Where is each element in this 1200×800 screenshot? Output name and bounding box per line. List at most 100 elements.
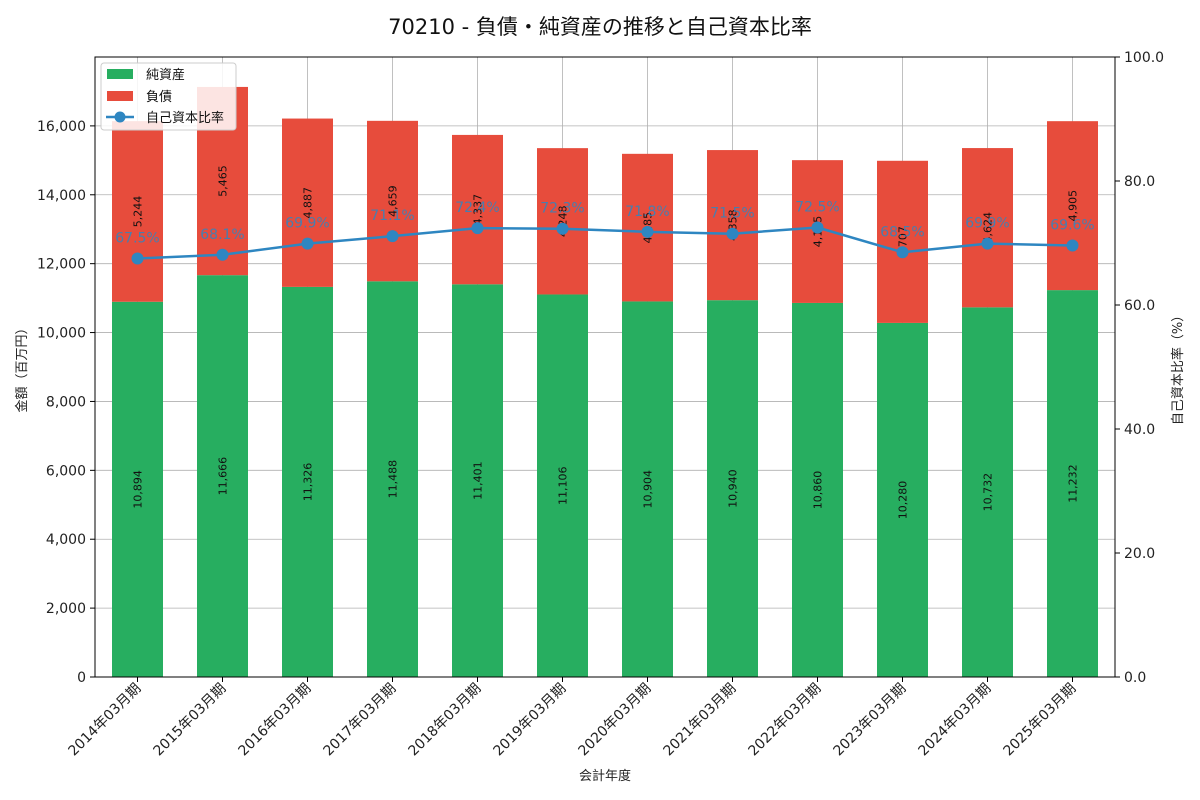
bar-label-net-assets: 11,488	[387, 460, 400, 499]
ratio-label: 68.1%	[200, 227, 244, 243]
ratio-point	[981, 237, 994, 250]
bar-liabilities	[707, 150, 758, 301]
y-tick-label: 2,000	[46, 601, 86, 617]
x-tick-label: 2021年03月期	[661, 681, 740, 760]
y2-tick-label: 0.0	[1124, 670, 1146, 686]
x-axis-label: 会計年度	[579, 768, 631, 784]
y2-tick-label: 60.0	[1124, 298, 1155, 314]
bar-net-assets	[707, 300, 758, 677]
ratio-point	[216, 248, 229, 261]
bar-liabilities	[367, 120, 418, 282]
ratio-label: 72.4%	[455, 200, 499, 216]
y2-axis-label: 自己資本比率（%）	[1170, 309, 1186, 425]
bar-label-net-assets: 10,904	[642, 470, 655, 509]
bar-liabilities	[112, 121, 163, 302]
y2-tick-label: 40.0	[1124, 422, 1155, 438]
legend-marker-ratio	[114, 111, 126, 123]
plot-frame	[94, 56, 1116, 678]
bar-net-assets	[282, 286, 333, 677]
ratio-label: 71.1%	[370, 208, 414, 224]
ratio-point	[811, 221, 824, 234]
x-tick-label: 2014年03月期	[66, 681, 145, 760]
x-tick-label: 2024年03月期	[916, 681, 995, 760]
y2-tick-label: 100.0	[1124, 50, 1164, 66]
x-tick-label: 2020年03月期	[576, 681, 655, 760]
ratio-point	[131, 252, 144, 265]
y-tick-label: 6,000	[46, 463, 86, 479]
x-tick-label: 2023年03月期	[831, 681, 910, 760]
legend-label-liabilities: 負債	[146, 90, 172, 105]
bar-net-assets	[537, 294, 588, 677]
bar-label-net-assets: 10,940	[727, 469, 740, 508]
legend-swatch-net-assets	[107, 69, 133, 79]
ratio-label: 67.5%	[115, 231, 159, 247]
bar-label-net-assets: 10,860	[812, 471, 825, 510]
ratio-line: 67.5% 68.1% 69.9% 71.1% 72.4% 72.3% 71.8% 71.5%…	[115, 200, 1095, 265]
ratio-point	[471, 222, 484, 235]
bar-net-assets	[452, 284, 503, 677]
y-tick-label: 10,000	[37, 326, 86, 342]
ratio-label: 68.5%	[880, 224, 924, 240]
x-tick-label: 2025年03月期	[1001, 681, 1080, 760]
ratio-point	[556, 222, 569, 235]
bar-net-assets	[197, 275, 248, 677]
ratio-label: 69.6%	[1050, 217, 1094, 233]
x-tick-label: 2019年03月期	[491, 681, 570, 760]
bar-liabilities	[452, 134, 503, 285]
bar-liabilities	[1047, 121, 1098, 291]
bar-net-assets	[1047, 290, 1098, 677]
x-tick-label: 2018年03月期	[406, 681, 485, 760]
bars: 10,894 5,244 11,666 5,465 11,326 4,887 11,488 4…	[112, 86, 1098, 677]
ratio-point	[641, 225, 654, 238]
y-tick-label: 14,000	[37, 188, 86, 204]
bar-net-assets	[367, 281, 418, 677]
x-tick-label: 2022年03月期	[746, 681, 825, 760]
y-tick-label: 12,000	[37, 257, 86, 273]
bar-label-liabilities: 4,337	[472, 194, 485, 226]
x-tick-label: 2017年03月期	[321, 681, 400, 760]
bar-net-assets	[792, 302, 843, 677]
y-tick-label: 0	[77, 670, 86, 686]
y-axis-label: 金額（百万円）	[14, 321, 30, 412]
bar-label-liabilities: 5,244	[132, 196, 145, 228]
ratio-point	[301, 237, 314, 250]
bar-label-net-assets: 11,232	[1067, 464, 1080, 503]
ratio-label: 72.5%	[795, 200, 839, 216]
chart-title: 70210 - 負債・純資産の推移と自己資本比率	[388, 15, 812, 39]
bar-liabilities	[282, 118, 333, 287]
bar-net-assets	[622, 301, 673, 677]
bar-label-net-assets: 10,732	[982, 473, 995, 512]
y-tick-label: 16,000	[37, 119, 86, 135]
bar-label-net-assets: 11,401	[472, 461, 485, 500]
x-tick-label: 2016年03月期	[236, 681, 315, 760]
ratio-point	[896, 246, 909, 259]
legend-label-net-assets: 純資産	[146, 67, 185, 83]
ratio-label: 72.3%	[540, 201, 584, 217]
x-tick-label: 2015年03月期	[151, 681, 230, 760]
ratio-label: 69.9%	[965, 216, 1009, 232]
ratio-polyline	[137, 226, 1073, 260]
ratio-label: 69.9%	[285, 216, 329, 232]
ratio-label: 71.8%	[625, 204, 669, 220]
bar-label-net-assets: 10,280	[897, 481, 910, 520]
bar-label-net-assets: 11,666	[217, 457, 230, 496]
legend-swatch-liabilities	[107, 91, 133, 101]
bar-liabilities	[537, 148, 588, 295]
bar-label-liabilities: 4,624	[982, 212, 995, 244]
legend-frame	[100, 62, 237, 131]
bar-liabilities	[877, 160, 928, 323]
legend: 純資産 負債 自己資本比率	[100, 62, 237, 131]
bar-label-liabilities: 4,887	[302, 187, 315, 219]
bar-label-net-assets: 11,326	[302, 463, 315, 502]
y2-tick-label: 20.0	[1124, 546, 1155, 562]
ratio-point	[386, 230, 399, 243]
bar-label-liabilities: 4,659	[387, 185, 400, 217]
y-tick-label: 8,000	[46, 394, 86, 410]
bar-net-assets	[962, 307, 1013, 677]
ratio-label: 71.5%	[710, 206, 754, 222]
y-tick-label: 4,000	[46, 532, 86, 548]
bar-liabilities	[962, 148, 1013, 308]
bar-net-assets	[877, 322, 928, 677]
y2-tick-label: 80.0	[1124, 174, 1155, 190]
